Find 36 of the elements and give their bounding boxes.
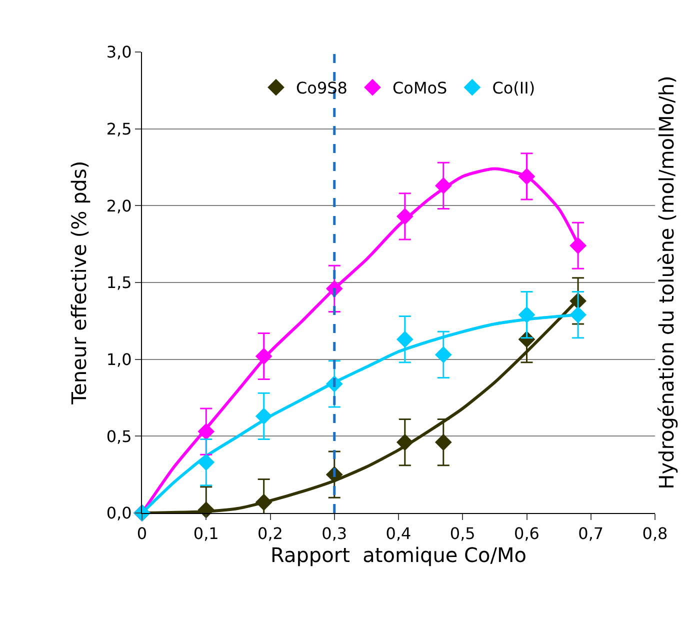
point — [396, 330, 414, 348]
legend-label: Co9S8 — [296, 78, 348, 98]
y-tick-label: 3,0 — [106, 42, 132, 62]
legend-label: Co(II) — [492, 78, 536, 98]
point — [396, 208, 414, 225]
y-tick-label: 2,5 — [106, 119, 132, 138]
point — [396, 434, 414, 451]
x-tick-label: 0,4 — [386, 524, 412, 544]
point — [570, 306, 586, 324]
x-tick-label: 0,1 — [193, 524, 219, 544]
y-tick-label: 2,0 — [106, 196, 132, 216]
x-tick-label: 0,5 — [450, 524, 476, 544]
point — [255, 408, 272, 425]
x-tick-label: 0,7 — [578, 524, 604, 544]
x-tick-label: 0,8 — [642, 524, 668, 544]
y-axis-title: Teneur effective (% pds) — [66, 160, 91, 406]
point — [570, 237, 586, 254]
x-axis-title: Rapport atomique Co/Mo — [270, 543, 526, 568]
point — [255, 494, 272, 511]
point — [255, 348, 272, 365]
point — [198, 423, 215, 440]
x-tick-label: 0,6 — [514, 524, 540, 544]
y2-axis-title: Hydrogénation du toluène (mol/molMo/h) — [654, 76, 678, 490]
point — [434, 434, 452, 451]
y-tick-label: 1,0 — [106, 350, 132, 369]
y-tick-label: 0,5 — [106, 426, 132, 446]
point — [434, 346, 452, 364]
x-tick-label: 0 — [136, 524, 148, 544]
y-tick-label: 1,5 — [106, 273, 132, 292]
point — [518, 306, 536, 324]
x-tick-label: 0,3 — [322, 524, 348, 544]
legend-label: CoMoS — [392, 78, 448, 98]
point — [434, 177, 452, 194]
point — [518, 168, 536, 185]
x-tick-label: 0,2 — [258, 524, 283, 544]
y-tick-label: 0,0 — [106, 504, 132, 523]
